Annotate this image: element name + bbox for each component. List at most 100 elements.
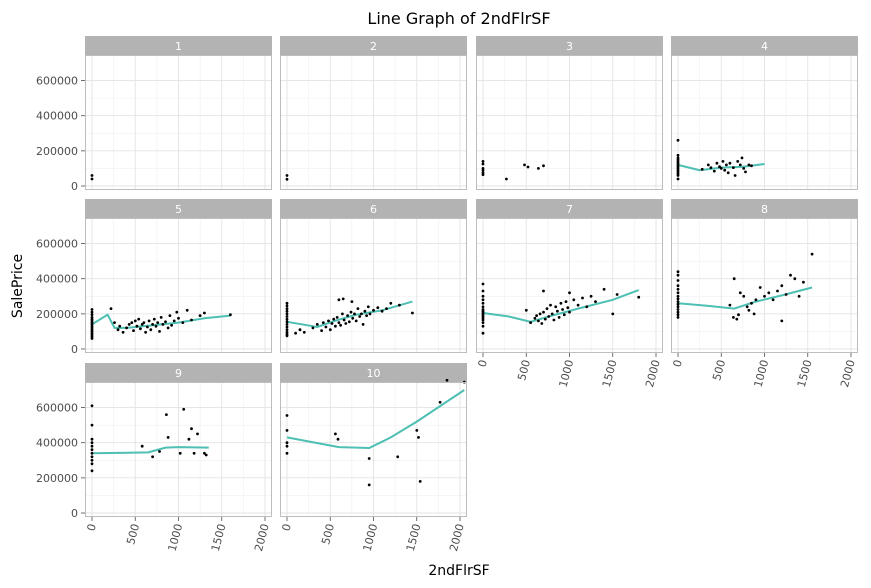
- data-point: [676, 153, 680, 157]
- data-point: [676, 294, 680, 298]
- facet-panel-6: 6: [280, 199, 467, 353]
- data-point: [505, 177, 508, 181]
- data-point: [116, 328, 120, 332]
- data-point: [334, 432, 337, 436]
- data-point: [185, 308, 189, 312]
- data-point: [181, 321, 185, 324]
- data-point: [165, 413, 168, 416]
- facet-strip-label: 4: [761, 40, 768, 53]
- data-point: [481, 321, 485, 324]
- data-point: [203, 311, 206, 315]
- data-point: [285, 174, 289, 177]
- data-point: [417, 436, 420, 439]
- data-point: [90, 337, 94, 340]
- data-point: [740, 156, 744, 160]
- data-point: [676, 270, 680, 274]
- data-point: [736, 160, 740, 163]
- data-point: [802, 280, 805, 284]
- x-tick-label: 1500: [600, 358, 620, 388]
- data-point: [568, 310, 571, 314]
- data-point: [526, 165, 530, 169]
- data-point: [356, 307, 360, 310]
- panel-border: [280, 55, 467, 190]
- data-point: [554, 305, 558, 309]
- data-point: [737, 313, 740, 317]
- data-point: [139, 327, 142, 331]
- data-point: [481, 331, 485, 335]
- data-point: [342, 318, 346, 322]
- data-point: [721, 160, 725, 163]
- data-point: [166, 326, 170, 330]
- data-point: [327, 319, 330, 323]
- facet-strip: [85, 199, 272, 218]
- data-point: [147, 319, 151, 323]
- data-point: [481, 162, 485, 166]
- data-point: [797, 294, 801, 298]
- data-point: [411, 311, 414, 315]
- data-point: [285, 414, 289, 417]
- data-point: [339, 323, 342, 327]
- data-point: [341, 312, 344, 316]
- data-point: [346, 314, 349, 317]
- data-point: [481, 173, 485, 177]
- data-point: [568, 291, 571, 295]
- data-point: [784, 293, 788, 296]
- data-point: [182, 407, 186, 411]
- data-point: [735, 317, 739, 321]
- x-tick-label: 2000: [252, 522, 272, 552]
- data-point: [315, 323, 319, 326]
- data-point: [676, 177, 680, 181]
- panel-border: [280, 382, 467, 517]
- data-point: [285, 334, 289, 338]
- data-point: [156, 321, 160, 324]
- data-point: [146, 325, 149, 329]
- facet-panel-9: 9 0 200000 400000 600000 0 500 1000 1500 2000: [36, 363, 272, 553]
- data-point: [168, 314, 172, 317]
- data-point: [158, 330, 161, 333]
- data-point: [481, 301, 485, 305]
- data-point: [285, 301, 289, 305]
- trend-line: [91, 313, 231, 329]
- data-point: [585, 305, 589, 309]
- facet-strip-label: 8: [761, 203, 768, 216]
- data-point: [335, 316, 339, 319]
- data-point: [537, 319, 540, 323]
- data-point: [561, 308, 564, 311]
- data-point: [344, 322, 348, 325]
- data-point: [203, 451, 206, 455]
- chart-title: Line Graph of 2ndFlrSF: [367, 9, 550, 28]
- x-tick-label: 0: [476, 358, 490, 368]
- data-point: [529, 321, 532, 324]
- data-point: [166, 436, 170, 439]
- facet-strip-label: 6: [370, 203, 377, 216]
- data-point: [559, 301, 563, 305]
- facet-panel-10: 10 0 500 1000 1500 2000: [280, 363, 467, 553]
- x-tick-label: 500: [319, 522, 337, 546]
- data-point: [90, 404, 94, 408]
- facet-panel-7: 7 0 500 1000 1500 2000: [476, 199, 663, 389]
- data-point: [285, 451, 289, 455]
- facet-strip: [476, 36, 663, 55]
- y-tick-label: 400000: [36, 273, 78, 286]
- data-point: [723, 168, 727, 172]
- data-point: [121, 330, 125, 334]
- data-point: [90, 313, 94, 317]
- data-point: [542, 310, 545, 314]
- data-point: [190, 427, 193, 431]
- data-point: [90, 423, 94, 427]
- x-tick-label: 1500: [795, 358, 815, 388]
- data-point: [90, 177, 94, 181]
- data-point: [732, 277, 736, 281]
- data-point: [542, 289, 545, 293]
- facet-strip: [280, 363, 467, 382]
- data-point: [398, 303, 401, 307]
- data-point: [676, 313, 680, 317]
- data-point: [349, 310, 353, 314]
- data-point: [320, 329, 323, 332]
- data-point: [718, 165, 721, 169]
- data-point: [789, 273, 792, 277]
- data-point: [170, 323, 174, 327]
- data-point: [556, 309, 559, 313]
- data-point: [125, 326, 128, 330]
